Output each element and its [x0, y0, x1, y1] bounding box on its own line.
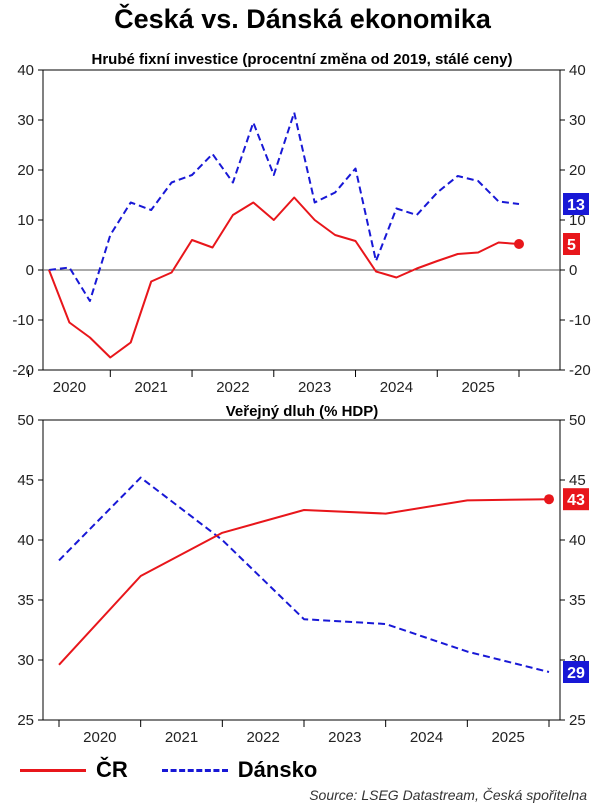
legend-swatch-cz — [20, 768, 86, 772]
chart1-end-label-box-dk — [563, 193, 589, 215]
chart2-end-label-box-dk — [563, 661, 589, 683]
chart1-xtick-label: 2021 — [134, 379, 167, 396]
chart2-ytick-label-left: 45 — [17, 472, 34, 489]
chart2-plot-frame — [42, 419, 561, 721]
chart1-series-line-cz — [48, 196, 520, 359]
chart1-ytick-label-left: -10 — [12, 312, 34, 329]
chart1-xtick-label: 2024 — [380, 379, 413, 396]
chart1-xtick-label: 2023 — [298, 379, 331, 396]
chart2-end-label-cz: 43 — [567, 492, 585, 509]
chart1-ytick-label-right: 30 — [569, 112, 586, 129]
chart2-xtick-label: 2023 — [328, 729, 361, 746]
chart2-title: Veřejný dluh (% HDP) — [226, 403, 379, 420]
chart2-ytick-label-left: 25 — [17, 712, 34, 729]
page-title: Česká vs. Dánská ekonomika — [114, 4, 491, 34]
chart2-ytick-label-left: 40 — [17, 532, 34, 549]
chart1-ytick-label-left: 20 — [17, 162, 34, 179]
chart2-xtick-label: 2021 — [165, 729, 198, 746]
chart1-end-label-cz: 5 — [567, 237, 576, 254]
chart1-xtick-label: 2020 — [53, 379, 86, 396]
chart2-series-line-cz — [58, 498, 550, 666]
chart2-xtick-label: 2020 — [83, 729, 116, 746]
legend-swatch-dk — [161, 768, 228, 772]
chart1-ytick-label-left: 30 — [17, 112, 34, 129]
chart1-ytick-label-left: 0 — [26, 262, 34, 279]
chart2-end-marker-cz — [544, 494, 554, 505]
chart2-ytick-label-left: 30 — [17, 652, 34, 669]
legend: ČR Dánsko — [20, 757, 351, 783]
legend-label-dk: Dánsko — [237, 757, 318, 782]
chart1-ytick-label-right: 40 — [569, 62, 586, 79]
chart1-ytick-label-left: 40 — [17, 62, 34, 79]
chart1-title: Hrubé fixní investice (procentní změna o… — [92, 51, 513, 68]
chart1-end-label-dk: 13 — [567, 197, 585, 214]
chart2-ytick-label-right: 25 — [569, 712, 586, 729]
chart1-ytick-label-right: 0 — [569, 262, 577, 279]
charts-canvas: Hrubé fixní investice (procentní změna o… — [12, 51, 591, 746]
chart1-xtick-label: 2025 — [461, 379, 494, 396]
chart1-end-label-box-cz — [563, 233, 580, 255]
chart1-xtick-label: 2022 — [216, 379, 249, 396]
chart1-ytick-label-left: 10 — [17, 212, 34, 229]
chart2-end-label-dk: 29 — [567, 665, 585, 682]
chart1-ytick-label-right: 20 — [569, 162, 586, 179]
chart2-xtick-label: 2022 — [246, 729, 279, 746]
chart1-series-line-dk — [48, 111, 520, 302]
chart2-ytick-label-left: 50 — [17, 412, 34, 429]
source-note: Source: LSEG Datastream, Česká spořiteln… — [309, 787, 587, 803]
chart2-series-line-dk — [58, 476, 550, 673]
chart2-ytick-label-left: 35 — [17, 592, 34, 609]
chart1-end-marker-cz — [514, 239, 524, 249]
chart1-ytick-label-left: -20 — [12, 362, 34, 379]
chart2-ytick-label-right: 35 — [569, 592, 586, 609]
legend-label-cz: ČR — [96, 757, 128, 782]
legend-item-dk: Dánsko — [161, 757, 318, 783]
chart2-ytick-label-right: 40 — [569, 532, 586, 549]
chart1-ytick-label-right: 10 — [569, 212, 586, 229]
legend-item-cz: ČR — [20, 757, 128, 783]
chart2-ytick-label-right: 45 — [569, 472, 586, 489]
chart1-ytick-label-right: -10 — [569, 312, 591, 329]
chart2-end-label-box-cz — [563, 488, 589, 511]
chart2-xtick-label: 2025 — [491, 729, 524, 746]
chart1-ytick-label-right: -20 — [569, 362, 591, 379]
chart2-xtick-label: 2024 — [410, 729, 443, 746]
chart2-ytick-label-right: 50 — [569, 412, 586, 429]
